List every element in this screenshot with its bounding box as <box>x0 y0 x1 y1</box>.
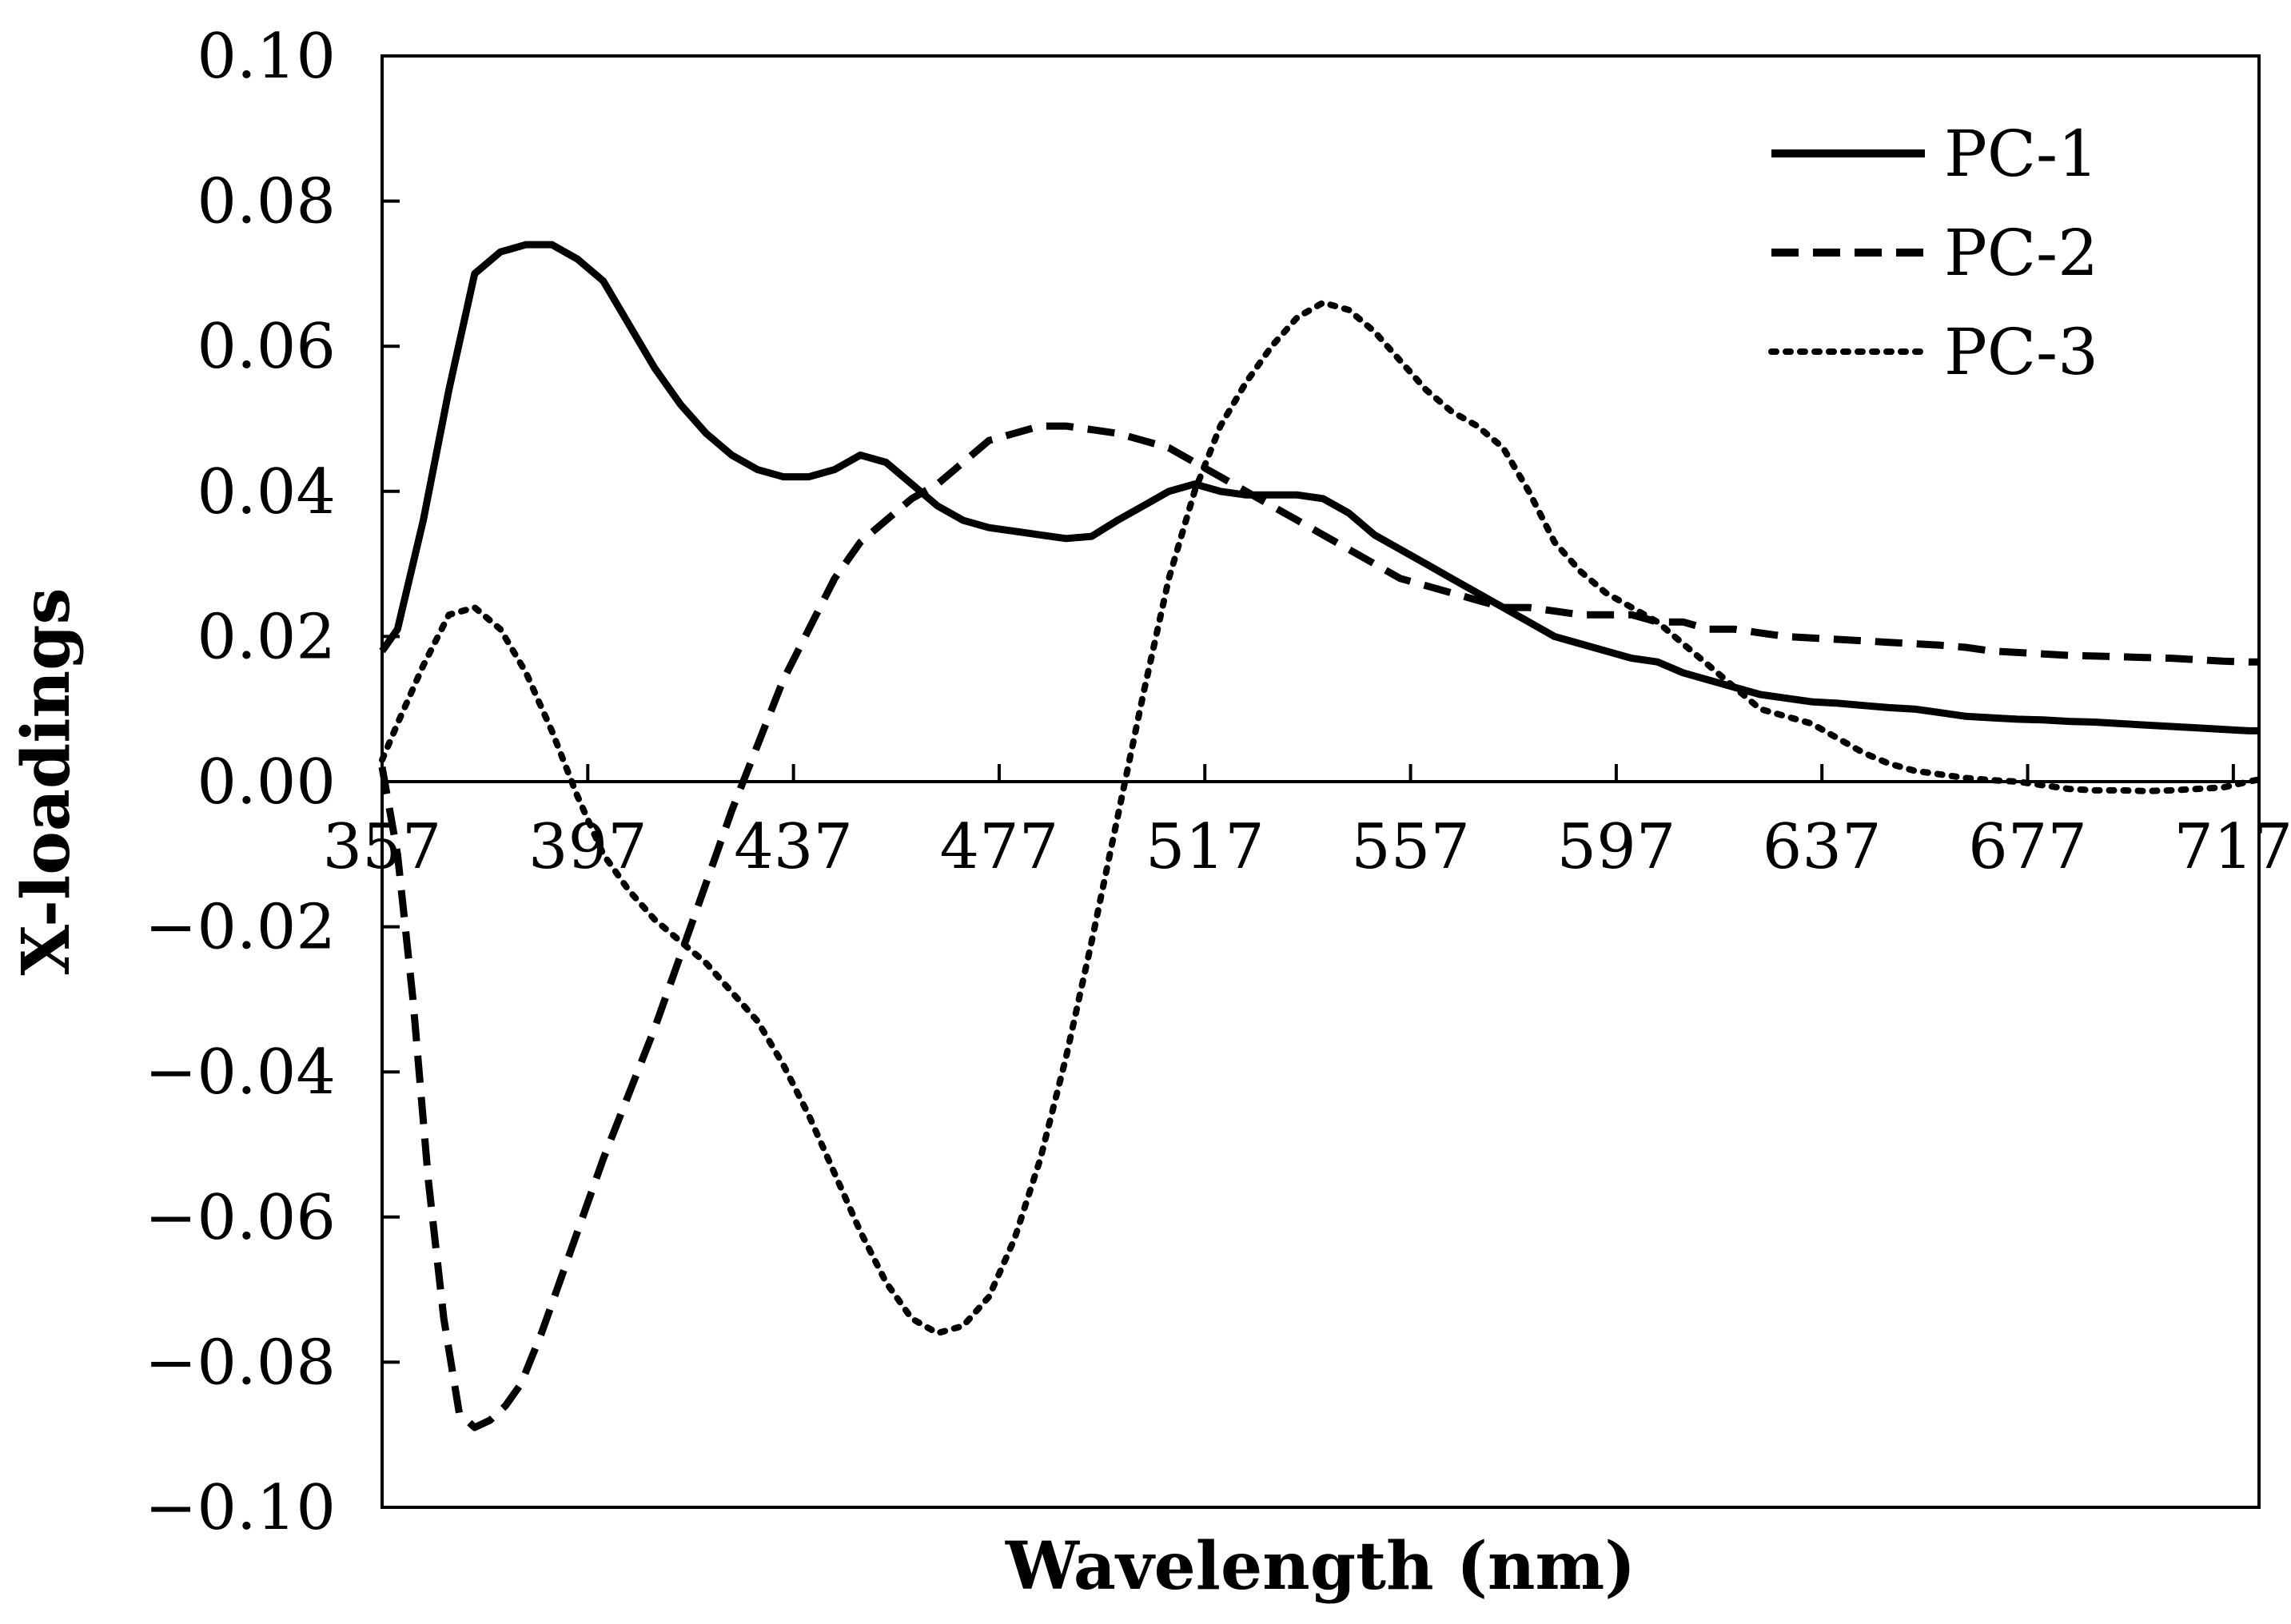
legend-label-pc-3: PC-3 <box>1944 315 2098 389</box>
x-tick-label: 677 <box>1968 811 2087 883</box>
legend-label-pc-2: PC-2 <box>1944 216 2098 290</box>
y-tick-label: −0.06 <box>145 1182 336 1254</box>
y-tick-label: −0.10 <box>145 1472 336 1544</box>
y-tick-label: −0.02 <box>145 892 336 964</box>
tick-layer: 357 397 437 477 517 557 597 637 677 717 0.10 0.08 0.… <box>145 21 2291 1544</box>
y-tick-label: 0.02 <box>197 601 336 673</box>
y-tick-label: −0.08 <box>145 1327 336 1399</box>
x-tick-label: 717 <box>2173 811 2291 883</box>
y-axis-title: X-loadings <box>8 587 85 975</box>
series-layer <box>378 241 2262 1431</box>
y-tick-label: 0.08 <box>197 166 336 238</box>
y-tick-label: 0.06 <box>197 311 336 383</box>
x-tick-label: 397 <box>528 811 647 883</box>
y-tick-label: 0.10 <box>197 21 336 93</box>
x-tick-label: 357 <box>323 811 442 883</box>
x-tick-label: 597 <box>1556 811 1675 883</box>
legend-label-pc-1: PC-1 <box>1944 117 2098 191</box>
y-tick-label: 0.00 <box>197 746 336 818</box>
x-tick-label: 437 <box>734 811 853 883</box>
y-tick-label: −0.04 <box>145 1037 336 1109</box>
series-line-pc-3 <box>379 299 2262 1337</box>
x-tick-label: 477 <box>939 811 1058 883</box>
x-axis-title: Wavelength (nm) <box>1005 1528 1636 1605</box>
legend: PC-1 PC-2 PC-3 <box>1768 117 2098 389</box>
series-line-pc-2 <box>378 422 2259 1431</box>
series-line-pc-1 <box>379 241 2259 734</box>
x-tick-label: 637 <box>1763 811 1882 883</box>
y-tick-label: 0.04 <box>197 456 336 528</box>
x-tick-label: 557 <box>1351 811 1470 883</box>
x-tick-label: 517 <box>1146 811 1265 883</box>
